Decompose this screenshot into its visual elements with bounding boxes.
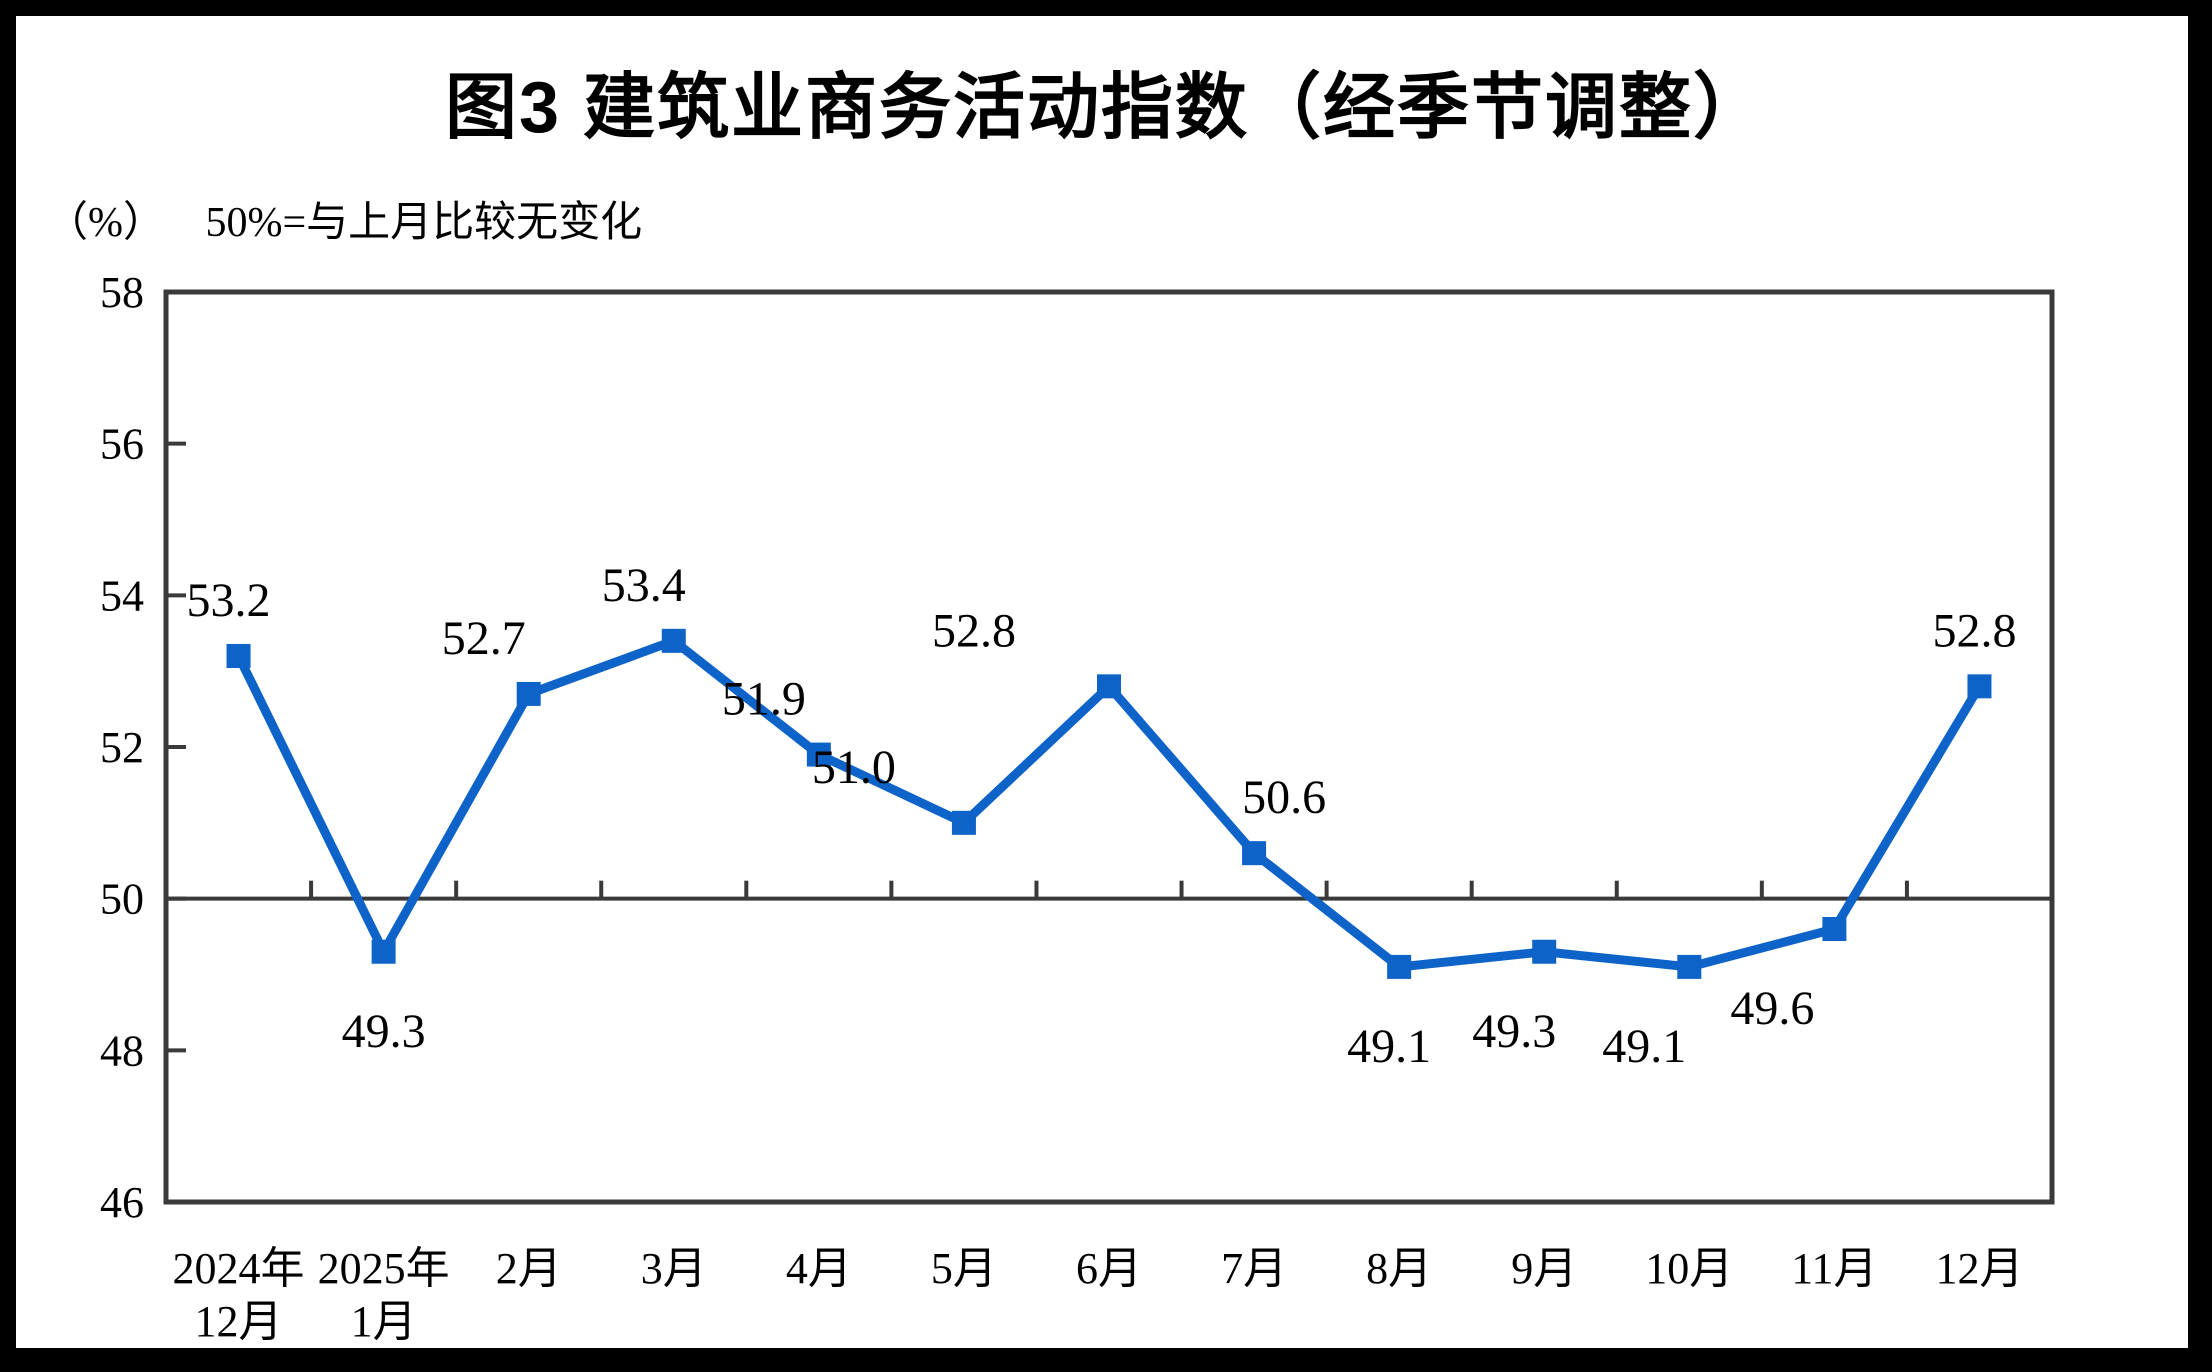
data-point-label: 49.6 — [1730, 982, 1814, 1035]
data-point-label: 52.8 — [932, 604, 1016, 657]
data-point-marker — [1387, 954, 1412, 979]
y-axis-tick-label: 46 — [100, 1178, 144, 1227]
data-point-marker — [1097, 674, 1121, 699]
plot-border — [163, 289, 2055, 1205]
x-axis-tick-label: 1月 — [351, 1297, 417, 1346]
data-point-label: 49.1 — [1602, 1020, 1686, 1073]
x-axis-tick-label: 2月 — [496, 1244, 562, 1293]
data-point-label: 49.1 — [1347, 1020, 1431, 1073]
data-point-label: 51.0 — [812, 741, 896, 794]
reference-note: 50%=与上月比较无变化 — [205, 200, 643, 246]
x-axis-tick-label: 2025年 — [318, 1244, 450, 1293]
y-axis-tick-label: 54 — [100, 571, 144, 620]
data-point-label: 53.4 — [602, 559, 686, 612]
data-point-marker — [806, 742, 831, 767]
data-point-marker — [371, 939, 396, 964]
data-point-label: 49.3 — [342, 1005, 426, 1058]
data-point-label: 52.7 — [442, 612, 526, 665]
y-axis-tick-label: 52 — [100, 723, 144, 772]
x-axis-tick-label: 12月 — [1935, 1244, 2023, 1293]
data-point-label: 51.9 — [722, 673, 806, 726]
x-axis-tick-label: 6月 — [1076, 1244, 1142, 1293]
x-axis-tick-label: 12月 — [195, 1297, 283, 1346]
x-axis-tick-label: 7月 — [1221, 1244, 1287, 1293]
data-point-label: 49.3 — [1472, 1005, 1556, 1058]
x-axis-tick-label: 3月 — [641, 1244, 707, 1293]
data-point-label: 52.8 — [1932, 604, 2016, 657]
x-axis-tick-label: 8月 — [1366, 1244, 1432, 1293]
subtitle-row: （%） 50%=与上月比较无变化 — [46, 188, 642, 249]
x-axis-tick-label: 4月 — [786, 1244, 852, 1293]
x-axis-tick-label: 11月 — [1791, 1244, 1877, 1293]
data-point-marker — [951, 810, 976, 835]
data-point-marker — [1242, 841, 1267, 866]
y-axis-tick-label: 50 — [100, 875, 144, 924]
data-point-marker — [661, 628, 686, 653]
y-axis-tick-label: 48 — [100, 1026, 144, 1075]
data-point-marker — [1677, 954, 1702, 979]
y-axis-tick-label: 56 — [100, 420, 144, 469]
data-point-marker — [226, 644, 251, 668]
data-point-marker — [1967, 674, 1992, 699]
data-point-marker — [1532, 939, 1557, 964]
x-axis-tick-label: 10月 — [1645, 1244, 1733, 1293]
data-point-marker — [516, 681, 541, 706]
x-axis-tick-label: 9月 — [1511, 1244, 1577, 1293]
data-point-label: 50.6 — [1242, 771, 1326, 824]
data-point-label: 53.2 — [187, 574, 271, 627]
data-point-marker — [1822, 917, 1847, 941]
y-axis-tick-label: 58 — [100, 268, 144, 317]
x-axis-tick-label: 5月 — [931, 1244, 997, 1293]
chart-title: 图3 建筑业商务活动指数（经季节调整） — [444, 68, 1768, 148]
y-axis-unit-label: （%） — [46, 200, 165, 246]
x-axis-tick-label: 2024年 — [173, 1244, 305, 1293]
